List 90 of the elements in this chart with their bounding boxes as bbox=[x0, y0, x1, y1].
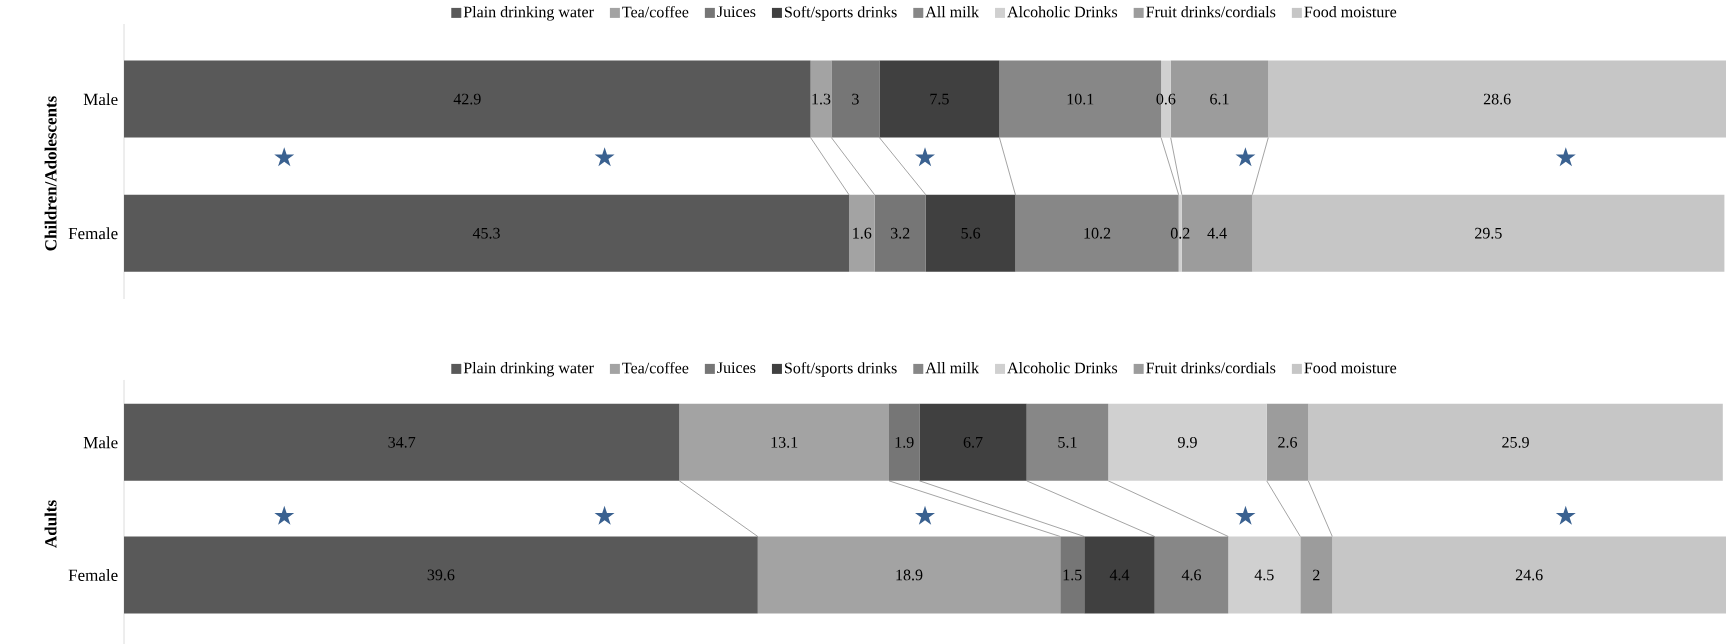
data-label: 10.1 bbox=[1067, 93, 1094, 105]
bar bbox=[124, 194, 849, 272]
bar bbox=[679, 403, 889, 481]
bar bbox=[879, 60, 1000, 138]
bar bbox=[1060, 536, 1085, 614]
bar bbox=[874, 194, 926, 272]
bar bbox=[1228, 536, 1301, 614]
y-axis-title: Adults bbox=[44, 500, 57, 548]
legend-label: Food moisture bbox=[1304, 362, 1397, 374]
data-label: 34.7 bbox=[388, 436, 416, 448]
data-label: 0.2 bbox=[1170, 227, 1190, 239]
bar bbox=[889, 403, 920, 481]
data-label: 42.9 bbox=[453, 93, 481, 105]
annotation: ★ bbox=[1555, 505, 1576, 525]
legend-label: Soft/sports drinks bbox=[785, 361, 897, 377]
annotation: ★ bbox=[915, 505, 935, 525]
legend-label: Juices bbox=[717, 362, 756, 374]
data-label: 25.9 bbox=[1502, 436, 1529, 448]
legend-label: Fruit drinks/cordials bbox=[1146, 6, 1276, 18]
data-label: 39.6 bbox=[427, 569, 455, 581]
data-label: 4.6 bbox=[1181, 569, 1202, 581]
legend-label: Alcoholic Drinks bbox=[1007, 362, 1118, 374]
bar bbox=[124, 403, 680, 481]
data-label: 28.6 bbox=[1483, 93, 1511, 105]
annotation: ★ bbox=[1235, 505, 1256, 525]
data-label: 4.5 bbox=[1254, 569, 1274, 581]
bar bbox=[810, 60, 832, 138]
data-label: 10.2 bbox=[1084, 227, 1111, 239]
annotation: ★ bbox=[594, 505, 615, 525]
data-label: 4.4 bbox=[1109, 569, 1130, 581]
data-label: 5.1 bbox=[1058, 436, 1077, 448]
bar bbox=[1308, 403, 1723, 481]
annotation: ★ bbox=[1235, 147, 1256, 167]
bar bbox=[1026, 403, 1109, 481]
bar bbox=[925, 194, 1016, 272]
y-tick-label: Female bbox=[68, 227, 118, 240]
bar bbox=[1266, 403, 1309, 481]
bar bbox=[1084, 536, 1155, 614]
annotation: ★ bbox=[274, 505, 295, 525]
legend-label: Tea/coffee bbox=[622, 5, 689, 18]
data-label: 9.9 bbox=[1177, 436, 1197, 448]
data-label: 13.1 bbox=[771, 436, 798, 448]
bar bbox=[848, 194, 875, 272]
data-label: 0.6 bbox=[1156, 93, 1176, 105]
data-label: 1.6 bbox=[853, 227, 872, 239]
y-axis-title: Children/Adolescents bbox=[44, 96, 57, 251]
y-tick-label: Male bbox=[83, 436, 118, 449]
bar bbox=[1332, 536, 1726, 614]
data-label: 6.7 bbox=[963, 436, 983, 448]
data-label: 1.9 bbox=[895, 436, 914, 448]
legend-label: All milk bbox=[925, 6, 980, 18]
legend-label: Plain drinking water bbox=[463, 6, 594, 21]
data-label: 3.2 bbox=[890, 227, 910, 239]
data-label: 1.3 bbox=[812, 93, 831, 105]
legend-label: Soft/sports drinks bbox=[785, 5, 897, 21]
legend-label: Plain drinking water bbox=[463, 362, 594, 377]
legend-label: Tea/coffee bbox=[622, 361, 689, 374]
data-label: 18.9 bbox=[896, 569, 923, 581]
y-tick-label: Male bbox=[83, 93, 118, 106]
data-label: 2 bbox=[1313, 569, 1320, 581]
data-label: 1.5 bbox=[1063, 569, 1082, 581]
data-label: 45.3 bbox=[472, 227, 500, 239]
data-label: 5.6 bbox=[961, 227, 981, 239]
legend-label: Food moisture bbox=[1304, 6, 1397, 18]
legend-label: Fruit drinks/cordials bbox=[1146, 362, 1276, 374]
legend-label: All milk bbox=[925, 362, 980, 374]
bar bbox=[124, 60, 811, 138]
bar bbox=[1252, 194, 1725, 272]
bar bbox=[919, 403, 1027, 481]
annotation: ★ bbox=[1555, 147, 1576, 167]
legend-label: Juices bbox=[717, 6, 756, 18]
data-label: 3 bbox=[852, 93, 859, 105]
bar bbox=[831, 60, 880, 138]
bar bbox=[757, 536, 1061, 614]
y-tick-label: Female bbox=[68, 569, 118, 581]
annotation: ★ bbox=[594, 147, 615, 167]
data-label: 2.6 bbox=[1278, 436, 1298, 448]
data-label: 4.4 bbox=[1207, 227, 1227, 239]
annotation: ★ bbox=[915, 147, 935, 167]
data-label: 7.5 bbox=[930, 93, 949, 105]
data-label: 6.1 bbox=[1210, 93, 1229, 105]
bar bbox=[1268, 60, 1726, 138]
bar bbox=[1108, 403, 1267, 481]
annotation: ★ bbox=[274, 147, 295, 167]
data-label: 29.5 bbox=[1475, 227, 1502, 239]
data-label: 24.6 bbox=[1515, 569, 1543, 581]
legend-label: Alcoholic Drinks bbox=[1007, 6, 1118, 18]
bar bbox=[1154, 536, 1229, 614]
bar bbox=[124, 536, 758, 614]
bar bbox=[1300, 536, 1333, 614]
